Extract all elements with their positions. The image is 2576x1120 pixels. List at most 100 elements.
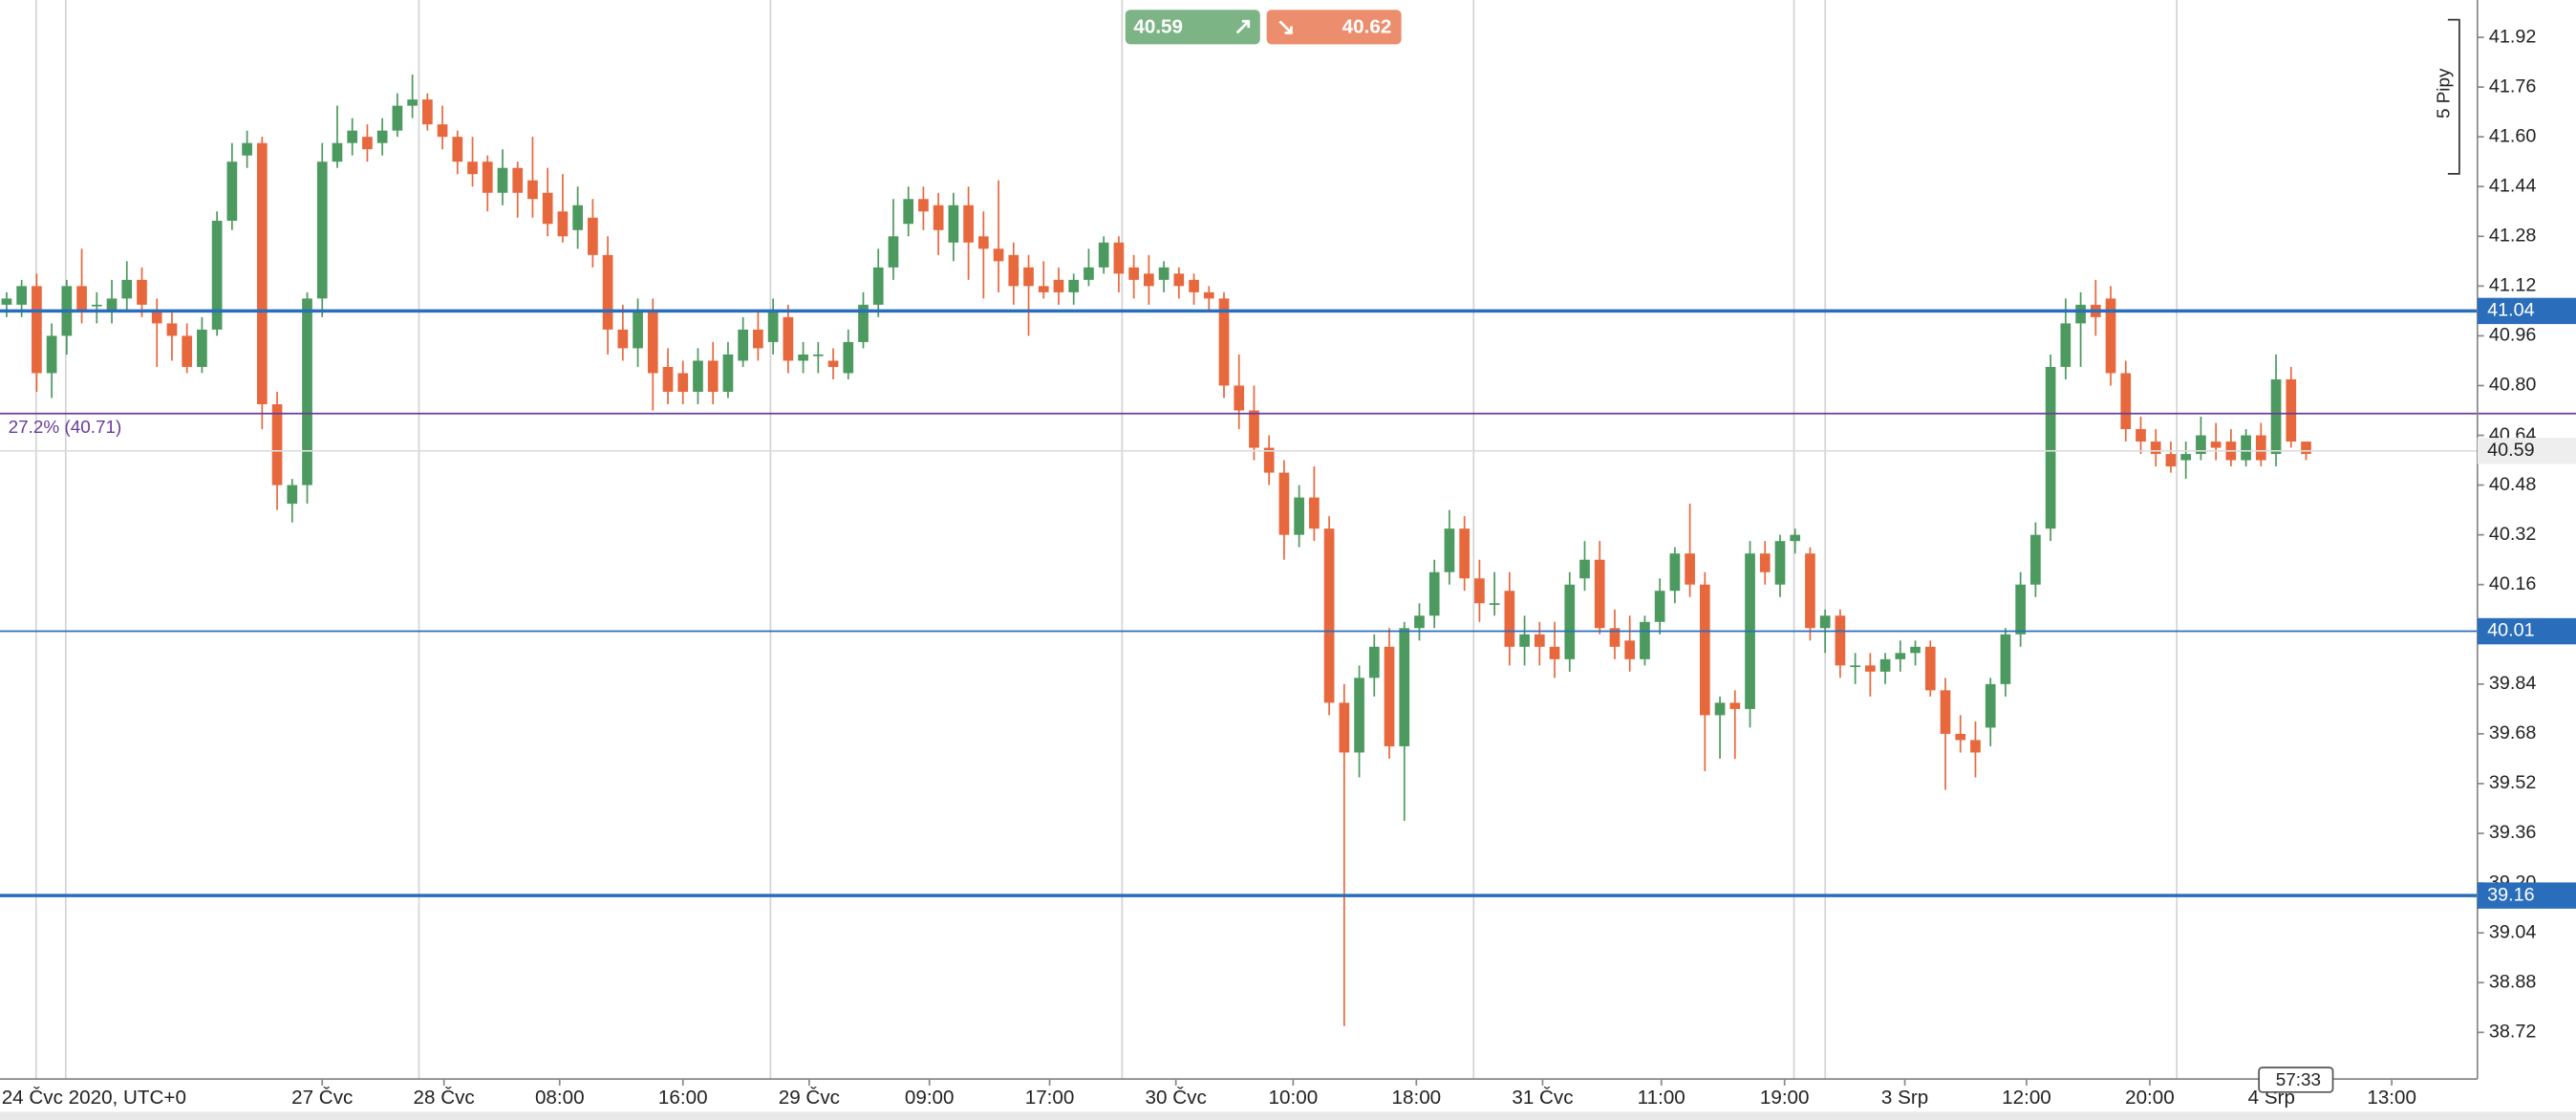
- y-tick-label: 41.28: [2489, 226, 2536, 247]
- candle-body: [767, 311, 779, 342]
- candle-body: [32, 286, 42, 374]
- candle-body: [1564, 584, 1576, 659]
- x-tick-label: 28 Čvc: [414, 1087, 475, 1109]
- candle-body: [1609, 628, 1621, 647]
- candle-body: [1249, 410, 1259, 448]
- candle-body: [662, 366, 674, 392]
- candle-body: [1624, 640, 1636, 659]
- candle-body: [572, 205, 583, 230]
- level-label: 39.16: [2487, 884, 2534, 905]
- candle-body: [1669, 553, 1681, 592]
- candle-body: [1519, 634, 1530, 647]
- trade-ticket[interactable]: 40.59 40.62: [1125, 10, 1402, 45]
- y-tick-label: 40.48: [2489, 474, 2536, 495]
- x-tick-label: 16:00: [658, 1087, 708, 1109]
- candle-body: [1113, 242, 1125, 274]
- candle-body: [1038, 286, 1049, 292]
- candle-body: [588, 217, 598, 255]
- y-tick-label: 41.12: [2489, 275, 2536, 296]
- candle-body: [1309, 497, 1320, 529]
- candle-body: [1759, 553, 1771, 572]
- candle-body: [1354, 678, 1364, 753]
- candle-body: [827, 360, 839, 367]
- candle-body: [1339, 702, 1350, 753]
- candle-body: [497, 167, 508, 193]
- candle-body: [812, 354, 824, 356]
- buy-button[interactable]: [1125, 10, 1260, 45]
- candle-body: [1879, 658, 1891, 672]
- candle-body: [933, 205, 944, 230]
- candle-body: [1985, 683, 1996, 728]
- x-tick-label: 17:00: [1025, 1087, 1075, 1109]
- candle-body: [2270, 378, 2282, 455]
- candle-body: [948, 205, 959, 243]
- sell-button[interactable]: [1266, 10, 1402, 45]
- level-tag: [2477, 297, 2576, 325]
- y-tick-label: 41.92: [2489, 26, 2536, 47]
- candle-body: [271, 404, 283, 485]
- candle-body: [677, 373, 689, 392]
- candle-body: [1068, 279, 1080, 292]
- candle-body: [1414, 615, 1425, 629]
- x-tick-label: 10:00: [1269, 1087, 1319, 1109]
- candle-body: [1399, 628, 1410, 746]
- candle-body: [633, 311, 643, 349]
- buy-price[interactable]: 40.59: [1133, 16, 1183, 38]
- candle-body: [467, 162, 478, 175]
- candle-body: [2075, 304, 2086, 324]
- candle-body: [2241, 435, 2251, 461]
- x-tick-label: 30 Čvc: [1146, 1087, 1207, 1109]
- candle-body: [1579, 559, 1590, 579]
- candle-body: [2030, 534, 2041, 585]
- x-tick-label: 08:00: [535, 1087, 585, 1109]
- candle-body: [2210, 442, 2222, 448]
- candle-body: [392, 105, 403, 131]
- x-tick-label: 13:00: [2367, 1087, 2416, 1109]
- candle-body: [1850, 665, 1860, 668]
- candle-body: [1895, 653, 1906, 659]
- candle-body: [753, 329, 763, 349]
- candle-body: [1594, 559, 1605, 629]
- candle-body: [858, 304, 869, 342]
- level-tag: [2477, 882, 2576, 909]
- candle-body: [2180, 454, 2192, 461]
- sell-icon: [1278, 20, 1293, 34]
- x-tick-label: 3 Srp: [1881, 1087, 1928, 1109]
- level-tag: [2477, 617, 2576, 645]
- candle-body: [46, 335, 57, 374]
- candle-body: [2255, 435, 2266, 461]
- x-tick-label: 29 Čvc: [779, 1087, 840, 1109]
- candle-body: [1428, 571, 1440, 616]
- x-tick-label: 27 Čvc: [291, 1087, 353, 1109]
- candle-body: [1924, 646, 1936, 691]
- candle-body: [302, 298, 312, 485]
- candle-body: [738, 329, 749, 361]
- candle-body: [1699, 584, 1710, 716]
- y-tick-label: 39.36: [2489, 822, 2536, 843]
- candle-body: [1640, 621, 1650, 659]
- candle-body: [121, 279, 133, 299]
- candle-body: [362, 137, 373, 150]
- candle-body: [1940, 690, 1951, 734]
- candle-body: [1084, 267, 1094, 280]
- candle-body: [1368, 646, 1380, 678]
- candle-body: [256, 142, 268, 405]
- last-price-label: 40.59: [2487, 440, 2534, 461]
- candle-body: [1189, 279, 1199, 292]
- candle-body: [542, 192, 553, 225]
- sell-price[interactable]: 40.62: [1342, 16, 1392, 38]
- candle-body: [1654, 591, 1665, 622]
- candle-body: [242, 142, 252, 156]
- x-tick-label: 31 Čvc: [1512, 1087, 1573, 1109]
- y-tick-label: 40.80: [2489, 375, 2536, 396]
- candle-body: [647, 311, 658, 374]
- candle-body: [1910, 646, 1921, 654]
- candle-body: [1144, 273, 1154, 287]
- candle-body: [1970, 740, 1981, 753]
- x-tick-label: 09:00: [905, 1087, 955, 1109]
- y-tick-label: 39.84: [2489, 673, 2536, 694]
- candle-body: [407, 99, 418, 106]
- day-separators: [34, 0, 2179, 1080]
